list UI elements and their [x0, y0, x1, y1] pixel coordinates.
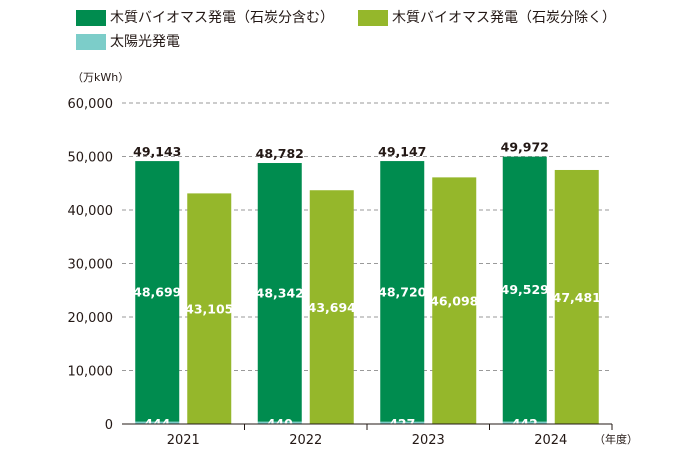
- legend-item-biomass-excl-coal: 木質バイオマス発電（石炭分除く）: [358, 10, 616, 26]
- x-axis-unit-label: （年度）: [594, 432, 638, 446]
- legend-swatch-biomass-excl-coal: [358, 10, 388, 26]
- legend-item-solar: 太陽光発電: [76, 34, 180, 50]
- bar-biomass-incl-coal: [135, 161, 180, 422]
- y-tick-label: 30,000: [68, 258, 114, 273]
- bars: [135, 156, 599, 424]
- legend-item-biomass-incl-coal: 木質バイオマス発電（石炭分含む）: [76, 10, 334, 26]
- x-tick-label: 2022: [289, 433, 322, 448]
- x-tick-label: 2023: [412, 433, 445, 448]
- data-label-solar: 440: [267, 416, 293, 431]
- data-label-solar: 427: [389, 416, 415, 431]
- y-tick-label: 0: [105, 418, 113, 433]
- bar-biomass-incl-coal: [257, 163, 302, 422]
- bar-biomass-incl-coal: [380, 161, 425, 422]
- y-tick-label: 50,000: [68, 151, 114, 166]
- chart-legend: 木質バイオマス発電（石炭分含む） 木質バイオマス発電（石炭分除く） 太陽光発電: [0, 0, 690, 60]
- legend-label-solar: 太陽光発電: [110, 34, 180, 50]
- bar-biomass-incl-coal: [502, 156, 547, 422]
- x-tick-label: 2024: [534, 433, 567, 448]
- data-labels: 49,143 48,699 444 43,105 48,782 48,342 440 43,6…: [133, 140, 601, 431]
- y-tick-label: 20,000: [68, 311, 114, 326]
- y-tick-label: 60,000: [68, 97, 114, 112]
- y-tick-label: 40,000: [68, 204, 114, 219]
- x-tick-label: 2021: [167, 433, 200, 448]
- legend-swatch-biomass-incl-coal: [76, 10, 106, 26]
- data-label-biomass-excl-coal: 46,098: [430, 294, 478, 309]
- bar-biomass-excl-coal: [432, 177, 477, 424]
- y-tick-label: 10,000: [68, 365, 114, 380]
- legend-label-biomass-incl-coal: 木質バイオマス発電（石炭分含む）: [110, 10, 334, 26]
- data-label-biomass-excl-coal: 43,105: [185, 302, 233, 317]
- bar-biomass-excl-coal: [309, 190, 354, 424]
- total-label: 49,143: [133, 144, 181, 159]
- bar-solar: [257, 421, 302, 424]
- bar-solar: [380, 421, 425, 424]
- legend-label-biomass-excl-coal: 木質バイオマス発電（石炭分除く）: [392, 10, 616, 26]
- total-label: 48,782: [256, 146, 304, 161]
- legend-swatch-solar: [76, 34, 106, 50]
- bar-solar: [502, 421, 547, 424]
- x-axis-ticks: 2021 2022 2023 2024: [167, 424, 613, 448]
- data-label-solar: 442: [512, 416, 538, 431]
- data-label-biomass-incl-coal: 49,529: [501, 282, 549, 297]
- data-label-biomass-incl-coal: 48,720: [378, 284, 427, 299]
- data-label-biomass-excl-coal: 47,481: [553, 290, 601, 305]
- y-axis-ticks: 0 10,000 20,000 30,000 40,000 50,000 60,000: [68, 97, 114, 433]
- y-axis-unit-label: （万kWh）: [72, 71, 129, 84]
- data-label-biomass-excl-coal: 43,694: [308, 300, 357, 315]
- bar-biomass-excl-coal: [187, 193, 232, 424]
- data-label-biomass-incl-coal: 48,342: [256, 285, 304, 300]
- data-label-biomass-incl-coal: 48,699: [133, 284, 181, 299]
- bar-solar: [135, 421, 180, 424]
- total-label: 49,972: [501, 140, 549, 155]
- total-label: 49,147: [378, 144, 426, 159]
- bar-biomass-excl-coal: [554, 169, 599, 424]
- data-label-solar: 444: [144, 416, 170, 431]
